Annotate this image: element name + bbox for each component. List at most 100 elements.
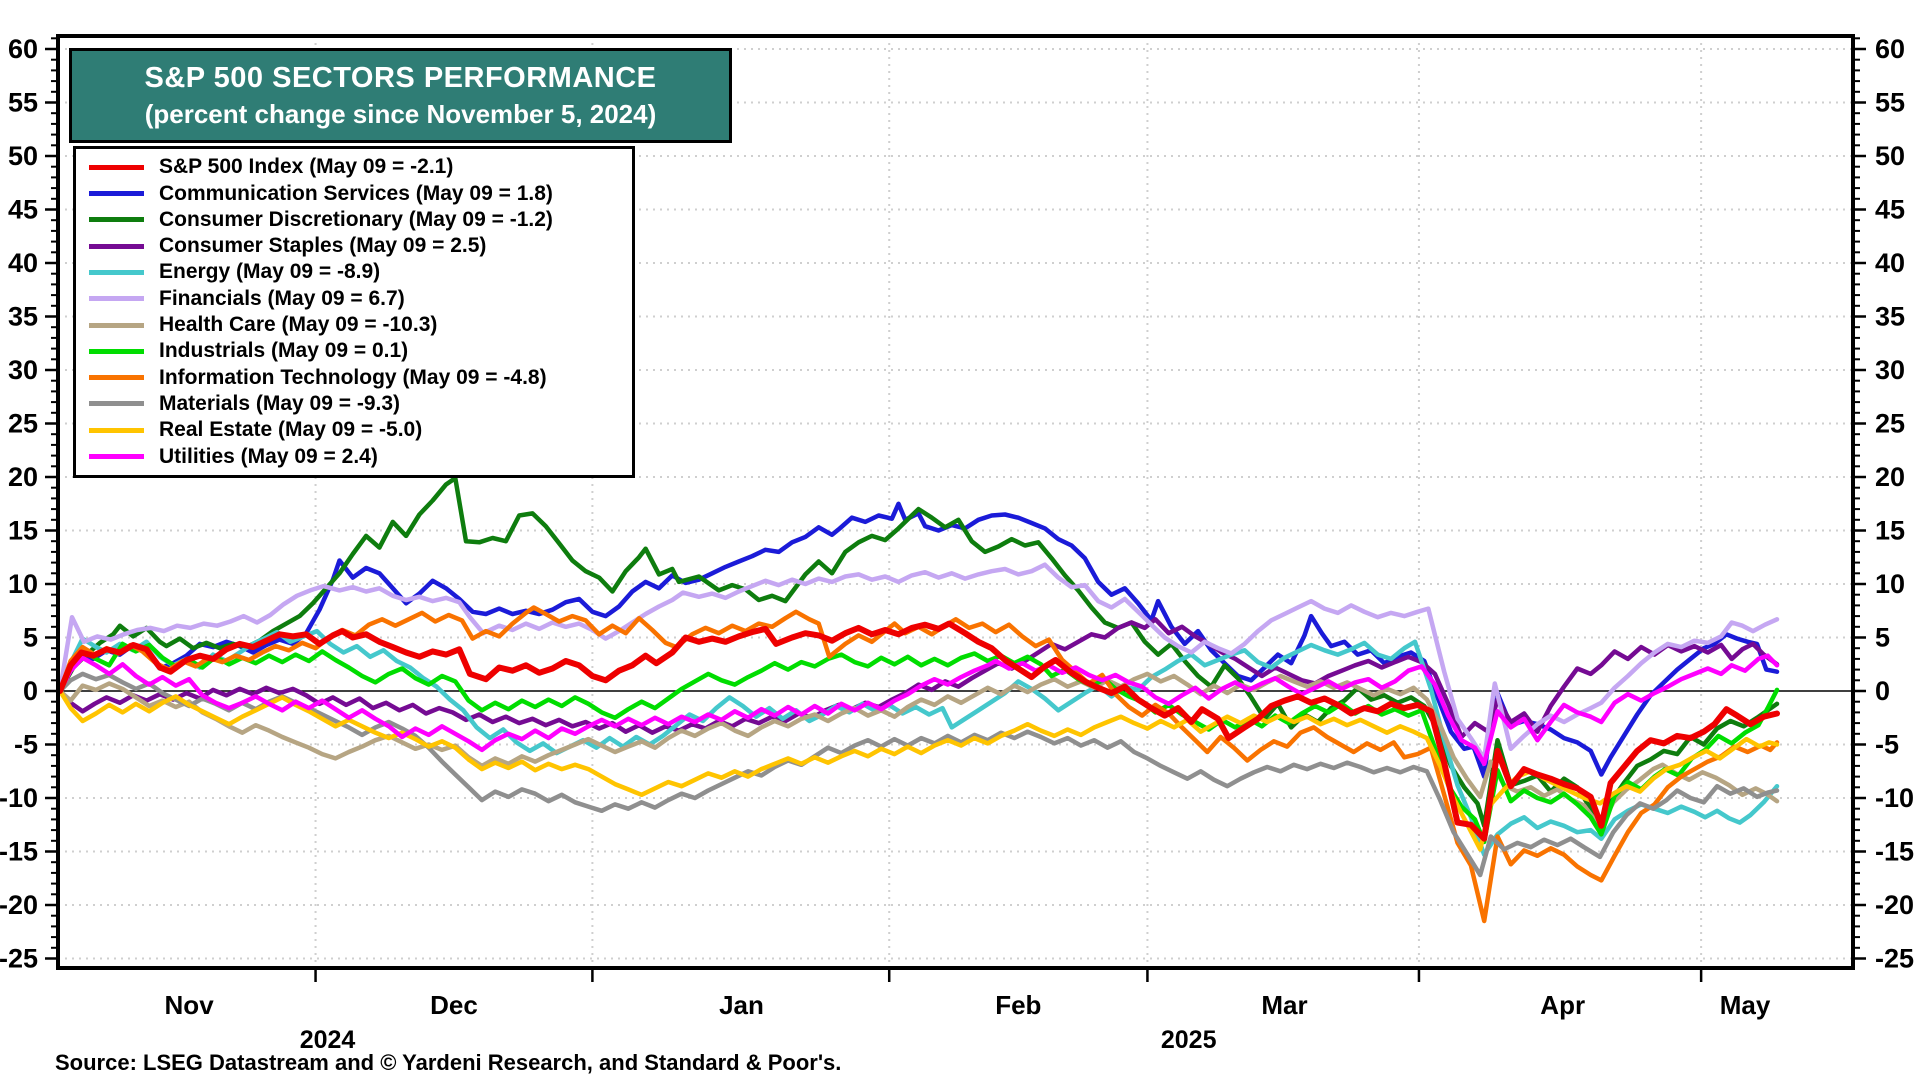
y-axis-label-right: 60	[1875, 34, 1905, 64]
y-axis-label-left: 40	[8, 248, 38, 278]
legend-item-materials: Materials (May 09 = -9.3)	[76, 392, 632, 416]
x-month-label: Apr	[1540, 990, 1585, 1020]
y-axis-label-right: 10	[1875, 569, 1905, 599]
legend-item-cons-staples: Consumer Staples (May 09 = 2.5)	[76, 234, 632, 258]
series-line-industrials	[58, 641, 1780, 845]
legend-label: Industrials (May 09 = 0.1)	[159, 339, 409, 363]
y-axis-label-left: -10	[0, 783, 38, 813]
legend-label: Communication Services (May 09 = 1.8)	[159, 181, 553, 205]
series-line-utilities	[58, 653, 1780, 767]
x-year-label: 2025	[1161, 1026, 1217, 1054]
legend-swatch-comm-services	[89, 191, 144, 197]
legend-swatch-utilities	[89, 454, 144, 460]
legend-item-sp500: S&P 500 Index (May 09 = -2.1)	[76, 155, 632, 179]
legend-swatch-real-estate	[89, 427, 144, 433]
chart-subtitle: (percent change since November 5, 2024)	[144, 98, 657, 129]
legend-label: Consumer Staples (May 09 = 2.5)	[159, 234, 487, 258]
y-axis-label-left: -15	[0, 837, 38, 867]
gridlines	[58, 36, 1853, 968]
x-month-label: May	[1720, 990, 1771, 1020]
y-axis-label-left: 45	[8, 195, 38, 225]
legend-item-health-care: Health Care (May 09 = -10.3)	[76, 313, 632, 337]
x-month-label: Jan	[719, 990, 764, 1020]
y-axis-label-right: -10	[1875, 783, 1914, 813]
legend-label: Health Care (May 09 = -10.3)	[159, 313, 438, 337]
legend-label: Materials (May 09 = -9.3)	[159, 391, 401, 415]
series-line-energy	[58, 628, 1780, 857]
legend-swatch-materials	[89, 401, 144, 407]
legend-swatch-health-care	[89, 322, 144, 328]
series-line-real-estate	[58, 688, 1780, 852]
y-axis-label-left: -20	[0, 890, 38, 920]
legend-item-energy: Energy (May 09 = -8.9)	[76, 260, 632, 284]
source-attribution: Source: LSEG Datastream and © Yardeni Re…	[55, 1050, 842, 1075]
y-axis-label-left: 15	[8, 516, 38, 546]
x-month-label: Feb	[995, 990, 1041, 1020]
legend-label: Real Estate (May 09 = -5.0)	[159, 418, 423, 442]
y-axis-label-right: 15	[1875, 516, 1905, 546]
y-axis-label-right: 20	[1875, 462, 1905, 492]
chart-title-box: S&P 500 SECTORS PERFORMANCE (percent cha…	[69, 48, 732, 143]
y-axis-label-right: -5	[1875, 730, 1899, 760]
legend-swatch-sp500	[89, 164, 144, 170]
y-axis-label-left: 60	[8, 34, 38, 64]
y-axis-label-right: -25	[1875, 944, 1914, 974]
legend-item-financials: Financials (May 09 = 6.7)	[76, 287, 632, 311]
y-axis-label-right: 5	[1875, 623, 1890, 653]
y-axis-label-left: -5	[14, 730, 38, 760]
chart-title: S&P 500 SECTORS PERFORMANCE	[144, 61, 657, 94]
y-axis-label-right: 55	[1875, 88, 1905, 118]
y-axis-label-right: 25	[1875, 409, 1905, 439]
y-axis-label-left: 10	[8, 569, 38, 599]
y-axis-label-left: 35	[8, 302, 38, 332]
legend-swatch-financials	[89, 296, 144, 302]
legend-item-utilities: Utilities (May 09 = 2.4)	[76, 445, 632, 469]
series-line-materials	[58, 671, 1780, 878]
legend-label: Utilities (May 09 = 2.4)	[159, 444, 378, 468]
plot-border	[56, 34, 1855, 970]
legend-swatch-cons-staples	[89, 243, 144, 249]
legend-swatch-energy	[89, 269, 144, 275]
y-axis-label-right: 0	[1875, 676, 1890, 706]
y-axis-label-right: 50	[1875, 141, 1905, 171]
series-line-financials	[58, 562, 1780, 761]
y-axis-label-right: -15	[1875, 837, 1914, 867]
legend-label: S&P 500 Index (May 09 = -2.1)	[159, 155, 454, 179]
legend-swatch-cons-discretionary	[89, 217, 144, 223]
y-axis-label-right: 40	[1875, 248, 1905, 278]
chart-legend: S&P 500 Index (May 09 = -2.1) Communicati…	[73, 146, 635, 478]
x-month-label: Mar	[1261, 990, 1307, 1020]
y-axis-label-left: 30	[8, 355, 38, 385]
y-axis-label-left: 5	[23, 623, 38, 653]
y-axis-label-left: 25	[8, 409, 38, 439]
legend-label: Consumer Discretionary (May 09 = -1.2)	[159, 207, 553, 231]
x-month-label: Nov	[165, 990, 215, 1020]
x-month-label: Dec	[430, 990, 478, 1020]
series-line-cons-discretionary	[58, 475, 1780, 834]
y-axis-label-right: -20	[1875, 890, 1914, 920]
y-axis-label-left: 55	[8, 88, 38, 118]
legend-label: Information Technology (May 09 = -4.8)	[159, 365, 547, 389]
legend-swatch-industrials	[89, 348, 144, 354]
y-axis-label-right: 35	[1875, 302, 1905, 332]
legend-item-real-estate: Real Estate (May 09 = -5.0)	[76, 418, 632, 442]
legend-swatch-info-tech	[89, 375, 144, 381]
legend-item-comm-services: Communication Services (May 09 = 1.8)	[76, 182, 632, 206]
legend-item-info-tech: Information Technology (May 09 = -4.8)	[76, 366, 632, 390]
y-axis-label-left: 50	[8, 141, 38, 171]
x-year-label: 2024	[300, 1026, 356, 1054]
y-axis-label-left: -25	[0, 944, 38, 974]
series-group	[58, 475, 1780, 924]
y-axis-label-left: 0	[23, 676, 38, 706]
legend-label: Energy (May 09 = -8.9)	[159, 260, 381, 284]
y-axis-label-right: 30	[1875, 355, 1905, 385]
series-line-sp500	[58, 620, 1780, 842]
legend-item-industrials: Industrials (May 09 = 0.1)	[76, 339, 632, 363]
legend-item-cons-discretionary: Consumer Discretionary (May 09 = -1.2)	[76, 208, 632, 232]
legend-label: Financials (May 09 = 6.7)	[159, 286, 405, 310]
y-axis-label-right: 45	[1875, 195, 1905, 225]
y-axis-label-left: 20	[8, 462, 38, 492]
